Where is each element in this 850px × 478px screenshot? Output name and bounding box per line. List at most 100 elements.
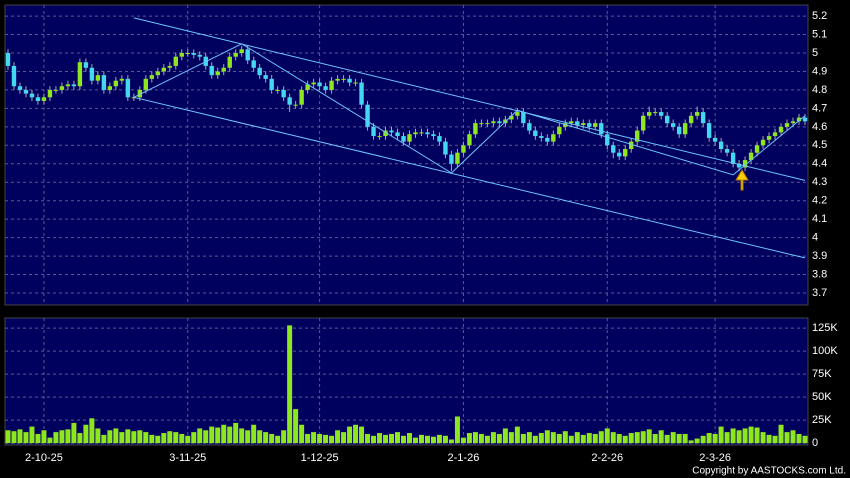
volume-bar — [520, 433, 526, 444]
volume-bar — [245, 430, 251, 444]
candle-body — [89, 67, 95, 81]
candle-body — [736, 163, 742, 168]
candle-body — [664, 115, 670, 124]
candle-body — [413, 132, 418, 135]
candle-body — [712, 137, 718, 142]
volume-bar — [299, 424, 305, 444]
candle-body — [83, 62, 89, 68]
candle-body — [41, 97, 47, 101]
volume-bar — [173, 432, 179, 444]
candle-body — [467, 134, 472, 146]
candle-body — [233, 53, 238, 57]
candle-body — [353, 82, 358, 84]
volume-bar — [275, 435, 281, 444]
x-tick-label: 1-12-25 — [301, 452, 339, 464]
candle-body — [29, 93, 35, 98]
candle-body — [575, 121, 580, 125]
candle-body — [161, 67, 167, 72]
volume-bar — [658, 430, 664, 444]
volume-bar — [634, 432, 640, 444]
volume-bar — [161, 433, 167, 444]
y-tick-label: 4 — [812, 232, 818, 244]
candle-body — [209, 65, 214, 76]
candle-body — [599, 123, 604, 135]
candle-body — [449, 154, 454, 164]
y-tick-label: 4.5 — [812, 139, 827, 151]
volume-bar — [736, 430, 742, 444]
volume-bar — [550, 432, 556, 444]
candle-body — [257, 67, 262, 76]
candle-body — [299, 89, 304, 105]
candle-body — [293, 104, 298, 106]
y-tick-label: 3.8 — [812, 268, 827, 280]
volume-bar — [371, 435, 377, 444]
volume-bar — [185, 435, 191, 444]
volume-bar — [317, 433, 323, 444]
volume-bar — [191, 432, 197, 444]
candle-body — [11, 65, 17, 87]
x-tick-label: 3-11-25 — [169, 452, 206, 464]
volume-bar — [41, 430, 47, 444]
volume-bar — [568, 435, 574, 444]
volume-bar — [442, 435, 448, 444]
volume-bar — [628, 433, 634, 444]
candle-body — [335, 78, 340, 81]
volume-bar — [359, 426, 365, 444]
candle-body — [407, 134, 412, 142]
y-tick-label: 4.1 — [812, 213, 827, 225]
volume-bar — [101, 434, 107, 444]
volume-bar — [389, 433, 395, 444]
candle-body — [497, 121, 502, 124]
candle-body — [790, 121, 796, 124]
volume-bar — [209, 426, 215, 444]
volume-bar — [622, 435, 628, 444]
chart-layer: 3.7 3.8 3.9 4 4.1 4.2 4.3 4.4 4.5 4.6 4.7 4.8 4.9 5 5.… — [5, 5, 838, 464]
y-tick-label: 0 — [812, 437, 818, 449]
volume-bar — [305, 433, 311, 444]
volume-bar — [616, 433, 622, 444]
candle-body — [479, 123, 484, 125]
candle-body — [557, 126, 562, 135]
candle-body — [796, 117, 802, 122]
volume-bar — [263, 432, 269, 444]
y-tick-label: 5.2 — [812, 10, 827, 22]
volume-bar — [119, 432, 125, 444]
volume-bar — [478, 433, 484, 444]
volume-bar — [347, 426, 353, 444]
volume-bar — [203, 430, 209, 444]
candle-body — [802, 117, 808, 122]
y-tick-label: 4.3 — [812, 176, 827, 188]
volume-bar — [239, 428, 245, 444]
candle-body — [754, 145, 760, 153]
volume-bar — [167, 431, 173, 444]
volume-bar — [395, 432, 401, 444]
volume-bar — [580, 434, 586, 444]
y-tick-label: 4.2 — [812, 195, 827, 207]
candle-body — [670, 123, 676, 127]
volume-bar — [496, 433, 502, 444]
candle-body — [611, 145, 616, 153]
volume-bar — [532, 435, 538, 444]
volume-bar — [490, 432, 496, 444]
candle-body — [119, 78, 125, 81]
candle-body — [77, 62, 83, 87]
volume-bar — [598, 431, 604, 444]
candle-body — [688, 115, 694, 124]
y-tick-label: 3.7 — [812, 287, 827, 299]
candle-body — [491, 121, 496, 124]
volume-bar — [724, 432, 730, 444]
volume-bar — [676, 433, 682, 444]
candle-body — [185, 53, 190, 54]
volume-panel — [4, 317, 809, 446]
candle-body — [263, 75, 268, 79]
volume-bar — [5, 430, 11, 444]
y-tick-label: 125K — [812, 322, 838, 334]
candle-body — [581, 123, 586, 125]
candle-body — [706, 123, 712, 138]
candle-body — [341, 78, 346, 80]
candle-body — [658, 112, 664, 116]
volume-bar — [257, 430, 263, 444]
x-tick-label: 2-10-25 — [25, 452, 63, 464]
candle-body — [143, 78, 149, 90]
candle-body — [545, 137, 550, 142]
